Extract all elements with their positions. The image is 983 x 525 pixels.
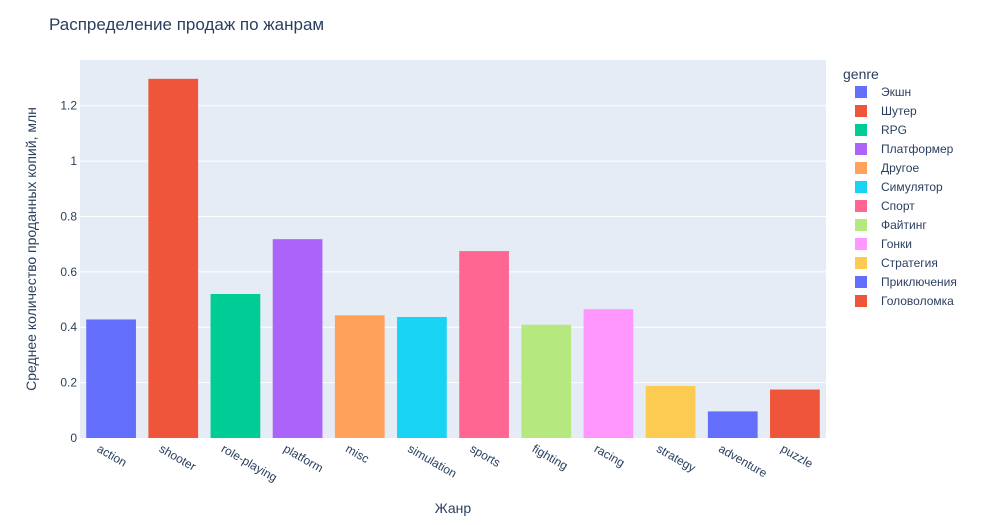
bar-fighting[interactable] xyxy=(521,324,572,438)
legend-swatch[interactable] xyxy=(855,219,867,231)
legend-label[interactable]: Шутер xyxy=(881,104,917,118)
legend-swatch[interactable] xyxy=(855,276,867,288)
x-tick-label: sports xyxy=(468,441,503,469)
y-tick-label: 1 xyxy=(70,154,77,168)
legend-swatch[interactable] xyxy=(855,105,867,117)
legend-label[interactable]: RPG xyxy=(881,123,907,137)
y-tick-label: 0 xyxy=(70,431,77,445)
legend-label[interactable]: Файтинг xyxy=(881,218,927,232)
bars xyxy=(86,78,820,438)
legend-swatch[interactable] xyxy=(855,124,867,136)
bar-misc[interactable] xyxy=(334,315,385,438)
y-tick-label: 1.2 xyxy=(60,99,77,113)
grid-lines xyxy=(80,105,826,384)
legend-swatch[interactable] xyxy=(855,162,867,174)
x-tick-label: strategy xyxy=(654,441,698,474)
y-tick-label: 0.8 xyxy=(60,209,77,223)
x-axis-label: Жанр xyxy=(435,500,472,516)
legend-label[interactable]: Экшн xyxy=(881,85,911,99)
bar-shooter[interactable] xyxy=(148,78,199,438)
bar-simulation[interactable] xyxy=(397,316,447,438)
x-axis-ticks: action shooter role-playing platform misc sim… xyxy=(95,441,816,484)
x-tick-label: adventure xyxy=(716,441,770,480)
legend-swatch[interactable] xyxy=(855,257,867,269)
legend-swatch[interactable] xyxy=(855,295,867,307)
y-axis-ticks: 0 0.2 0.4 0.6 0.8 1 1.2 xyxy=(60,99,77,445)
x-tick-label: platform xyxy=(281,441,326,475)
bar-platform[interactable] xyxy=(272,239,323,438)
legend-label[interactable]: Стратегия xyxy=(881,256,938,270)
bar-role-playing[interactable] xyxy=(210,294,261,438)
bar-puzzle[interactable] xyxy=(770,389,820,438)
x-tick-label: puzzle xyxy=(778,441,815,471)
x-tick-label: simulation xyxy=(405,441,459,480)
x-tick-label: role-playing xyxy=(219,441,280,484)
bar-racing[interactable] xyxy=(583,309,634,438)
x-tick-label: shooter xyxy=(157,441,199,473)
legend-label[interactable]: Симулятор xyxy=(881,180,943,194)
x-tick-label: misc xyxy=(343,441,371,465)
legend-label[interactable]: Приключения xyxy=(881,275,957,289)
legend-label[interactable]: Гонки xyxy=(881,237,912,251)
legend-label[interactable]: Другое xyxy=(881,161,919,175)
legend-label[interactable]: Головоломка xyxy=(881,294,954,308)
legend-swatch[interactable] xyxy=(855,181,867,193)
chart-title: Распределение продаж по жанрам xyxy=(49,15,324,34)
legend-label[interactable]: Платформер xyxy=(881,142,954,156)
legend: Экшн Шутер RPG Платформер Другое Симулятор Спо… xyxy=(855,85,957,308)
y-tick-label: 0.4 xyxy=(60,320,77,334)
legend-swatch[interactable] xyxy=(855,238,867,250)
legend-swatch[interactable] xyxy=(855,86,867,98)
legend-swatch[interactable] xyxy=(855,200,867,212)
plot-area xyxy=(80,60,826,438)
legend-swatch[interactable] xyxy=(855,143,867,155)
x-tick-label: racing xyxy=(592,441,627,469)
bar-sports[interactable] xyxy=(459,251,509,438)
y-tick-label: 0.6 xyxy=(60,265,77,279)
x-tick-label: action xyxy=(95,441,130,469)
y-axis-label: Среднее количество проданных копий, млн xyxy=(23,107,39,391)
bar-adventure[interactable] xyxy=(707,411,758,438)
y-tick-label: 0.2 xyxy=(60,376,77,390)
x-tick-label: fighting xyxy=(530,441,571,472)
bar-action[interactable] xyxy=(86,319,136,438)
legend-label[interactable]: Спорт xyxy=(881,199,915,213)
legend-title: genre xyxy=(843,66,879,82)
bar-strategy[interactable] xyxy=(645,385,696,438)
